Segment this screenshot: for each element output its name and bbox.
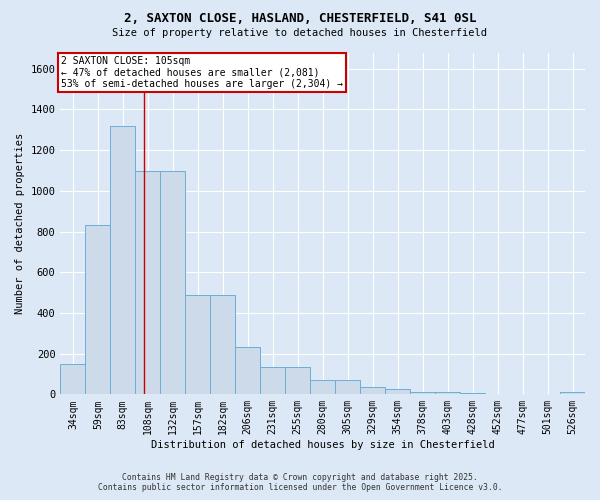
Text: Contains HM Land Registry data © Crown copyright and database right 2025.
Contai: Contains HM Land Registry data © Crown c… [98,473,502,492]
Bar [285,367,310,394]
Bar [235,346,260,395]
Bar [185,294,210,394]
Bar [260,367,285,394]
Bar [160,170,185,394]
Text: 2 SAXTON CLOSE: 105sqm
← 47% of detached houses are smaller (2,081)
53% of semi-: 2 SAXTON CLOSE: 105sqm ← 47% of detached… [61,56,343,89]
Bar [360,387,385,394]
Text: 2, SAXTON CLOSE, HASLAND, CHESTERFIELD, S41 0SL: 2, SAXTON CLOSE, HASLAND, CHESTERFIELD, … [124,12,476,26]
Bar [61,364,85,394]
Bar [210,294,235,394]
Bar [435,392,460,394]
Bar [335,380,360,394]
Bar [310,380,335,394]
Text: Size of property relative to detached houses in Chesterfield: Size of property relative to detached ho… [113,28,487,38]
Y-axis label: Number of detached properties: Number of detached properties [15,133,25,314]
Bar [560,392,585,394]
Bar [385,389,410,394]
Bar [410,392,435,394]
X-axis label: Distribution of detached houses by size in Chesterfield: Distribution of detached houses by size … [151,440,494,450]
Bar [136,170,160,394]
Bar [110,126,136,394]
Bar [85,226,110,394]
